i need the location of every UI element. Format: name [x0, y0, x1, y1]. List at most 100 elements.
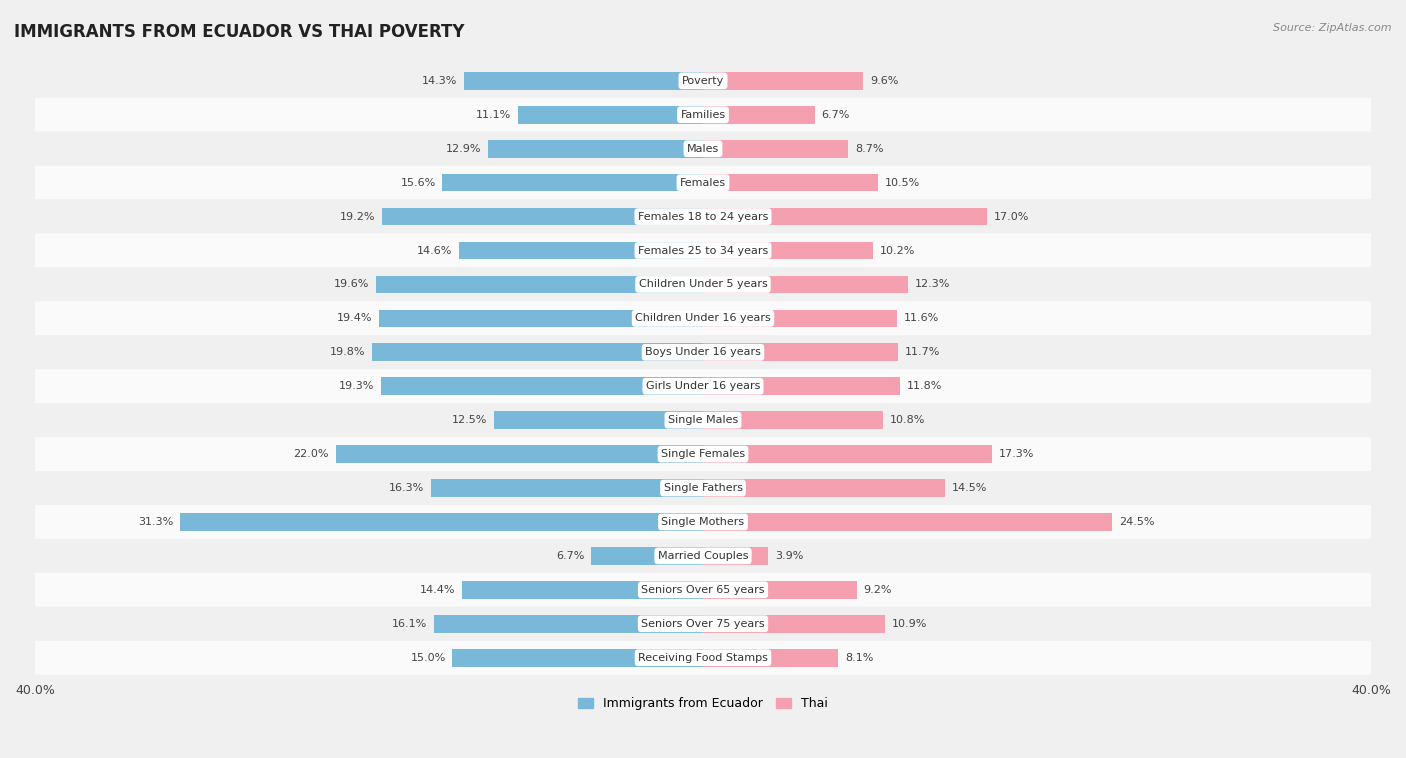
Text: 14.5%: 14.5% [952, 483, 987, 493]
Text: 14.3%: 14.3% [422, 76, 457, 86]
Text: Families: Families [681, 110, 725, 120]
Bar [336, 445, 703, 463]
Bar [430, 479, 703, 496]
Text: 12.3%: 12.3% [915, 280, 950, 290]
Text: Children Under 5 years: Children Under 5 years [638, 280, 768, 290]
Bar [380, 309, 703, 327]
Text: 10.8%: 10.8% [890, 415, 925, 425]
Text: Single Fathers: Single Fathers [664, 483, 742, 493]
FancyBboxPatch shape [35, 641, 1371, 675]
FancyBboxPatch shape [35, 471, 1371, 505]
Bar [382, 208, 703, 225]
Text: 8.1%: 8.1% [845, 653, 873, 662]
Text: 15.0%: 15.0% [411, 653, 446, 662]
Text: 15.6%: 15.6% [401, 177, 436, 188]
Text: IMMIGRANTS FROM ECUADOR VS THAI POVERTY: IMMIGRANTS FROM ECUADOR VS THAI POVERTY [14, 23, 464, 41]
Bar [517, 106, 703, 124]
Text: 19.8%: 19.8% [330, 347, 366, 357]
Text: Married Couples: Married Couples [658, 551, 748, 561]
FancyBboxPatch shape [35, 505, 1371, 539]
Bar [463, 581, 703, 599]
Bar [703, 479, 945, 496]
Text: Seniors Over 75 years: Seniors Over 75 years [641, 619, 765, 629]
FancyBboxPatch shape [35, 64, 1371, 98]
FancyBboxPatch shape [35, 573, 1371, 607]
Text: 22.0%: 22.0% [294, 449, 329, 459]
Text: 11.1%: 11.1% [475, 110, 510, 120]
Bar [703, 242, 873, 259]
Text: 6.7%: 6.7% [821, 110, 851, 120]
Bar [703, 72, 863, 89]
Text: 8.7%: 8.7% [855, 144, 883, 154]
FancyBboxPatch shape [35, 302, 1371, 335]
Text: Females: Females [681, 177, 725, 188]
Text: 19.2%: 19.2% [340, 211, 375, 221]
Bar [703, 445, 993, 463]
Bar [381, 377, 703, 395]
Text: 6.7%: 6.7% [555, 551, 585, 561]
Bar [434, 615, 703, 633]
Bar [703, 649, 838, 666]
Bar [591, 547, 703, 565]
Bar [460, 242, 703, 259]
Bar [703, 208, 987, 225]
Bar [703, 174, 879, 192]
Bar [180, 513, 703, 531]
Text: 16.3%: 16.3% [389, 483, 425, 493]
Bar [488, 140, 703, 158]
Text: 11.8%: 11.8% [907, 381, 942, 391]
Text: 17.0%: 17.0% [994, 211, 1029, 221]
Text: 14.4%: 14.4% [420, 585, 456, 595]
Text: 3.9%: 3.9% [775, 551, 803, 561]
Text: 24.5%: 24.5% [1119, 517, 1154, 527]
Text: 9.2%: 9.2% [863, 585, 891, 595]
Text: Children Under 16 years: Children Under 16 years [636, 313, 770, 324]
Bar [703, 412, 883, 429]
Bar [703, 513, 1112, 531]
Bar [703, 581, 856, 599]
Text: Males: Males [688, 144, 718, 154]
Bar [375, 276, 703, 293]
FancyBboxPatch shape [35, 233, 1371, 268]
Bar [703, 615, 884, 633]
Text: 11.6%: 11.6% [904, 313, 939, 324]
Text: 31.3%: 31.3% [138, 517, 173, 527]
Text: 10.2%: 10.2% [880, 246, 915, 255]
Text: 10.5%: 10.5% [884, 177, 921, 188]
Text: 14.6%: 14.6% [418, 246, 453, 255]
Bar [495, 412, 703, 429]
Text: Females 25 to 34 years: Females 25 to 34 years [638, 246, 768, 255]
Bar [703, 547, 768, 565]
FancyBboxPatch shape [35, 268, 1371, 302]
Legend: Immigrants from Ecuador, Thai: Immigrants from Ecuador, Thai [574, 692, 832, 715]
FancyBboxPatch shape [35, 199, 1371, 233]
Text: Seniors Over 65 years: Seniors Over 65 years [641, 585, 765, 595]
FancyBboxPatch shape [35, 539, 1371, 573]
Bar [703, 276, 908, 293]
Bar [703, 140, 848, 158]
Text: 12.5%: 12.5% [453, 415, 488, 425]
Bar [453, 649, 703, 666]
Text: Girls Under 16 years: Girls Under 16 years [645, 381, 761, 391]
FancyBboxPatch shape [35, 403, 1371, 437]
Bar [703, 309, 897, 327]
Bar [703, 343, 898, 361]
Bar [464, 72, 703, 89]
Text: Single Mothers: Single Mothers [661, 517, 745, 527]
Text: 9.6%: 9.6% [870, 76, 898, 86]
FancyBboxPatch shape [35, 166, 1371, 199]
Bar [373, 343, 703, 361]
Text: Females 18 to 24 years: Females 18 to 24 years [638, 211, 768, 221]
Text: 11.7%: 11.7% [905, 347, 941, 357]
FancyBboxPatch shape [35, 335, 1371, 369]
Text: 19.3%: 19.3% [339, 381, 374, 391]
Text: 12.9%: 12.9% [446, 144, 481, 154]
Text: 17.3%: 17.3% [998, 449, 1033, 459]
Bar [443, 174, 703, 192]
Bar [703, 377, 900, 395]
Text: 19.6%: 19.6% [333, 280, 368, 290]
Text: Single Males: Single Males [668, 415, 738, 425]
Text: 19.4%: 19.4% [337, 313, 373, 324]
Text: Single Females: Single Females [661, 449, 745, 459]
FancyBboxPatch shape [35, 437, 1371, 471]
